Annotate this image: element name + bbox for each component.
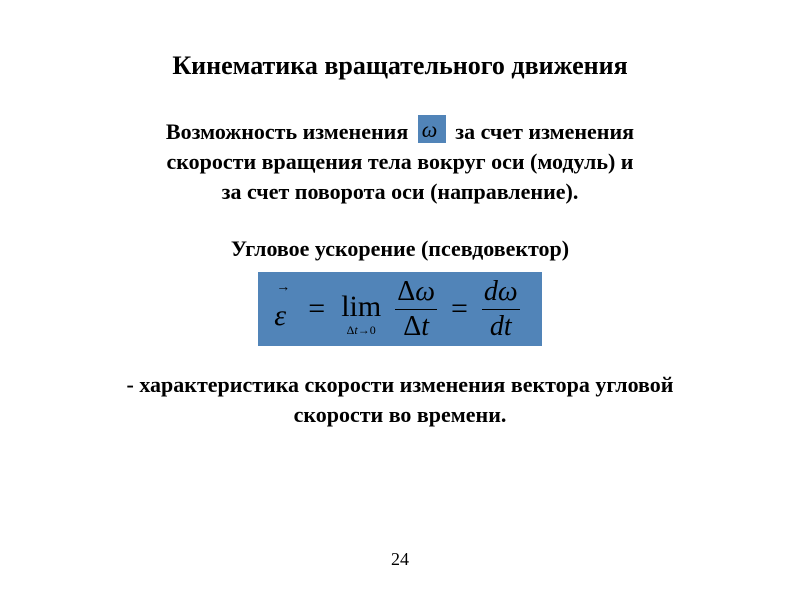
intro-line-1-before: Возможность изменения xyxy=(166,119,408,144)
footer-line-2: скорости во времени. xyxy=(60,400,740,430)
lim-label: lim xyxy=(341,282,381,322)
equals-2: = xyxy=(451,294,468,324)
intro-line-3: за счет поворота оси (направление). xyxy=(60,177,740,207)
omega-glyph-icon: ω xyxy=(422,115,438,145)
fraction-bar-icon xyxy=(395,309,437,310)
footer-line-1: - характеристика скорости изменения вект… xyxy=(60,370,740,400)
intro-line-1: Возможность изменения ω за счет изменени… xyxy=(60,115,740,147)
epsilon-symbol: ε xyxy=(274,301,286,331)
limit-operator: lim Δt→0 xyxy=(335,282,387,336)
fraction-d-omega: dω dt xyxy=(482,278,520,341)
formula-container: → ε = lim Δt→0 Δω Δt xyxy=(60,272,740,346)
frac2-numerator: dω xyxy=(482,278,520,306)
epsilon-vector: → ε xyxy=(274,287,294,331)
footer-paragraph: - характеристика скорости изменения вект… xyxy=(60,370,740,429)
page-number: 24 xyxy=(0,549,800,570)
slide-title: Кинематика вращательного движения xyxy=(60,50,740,81)
intro-paragraph: Возможность изменения ω за счет изменени… xyxy=(60,115,740,206)
frac1-numerator: Δω xyxy=(395,278,437,306)
formula-box: → ε = lim Δt→0 Δω Δt xyxy=(258,272,541,346)
frac1-denominator: Δt xyxy=(401,313,431,341)
lim-subscript: Δt→0 xyxy=(347,324,376,336)
slide: Кинематика вращательного движения Возмож… xyxy=(0,0,800,600)
omega-inline-box: ω xyxy=(418,115,446,143)
subheading: Угловое ускорение (псевдовектор) xyxy=(60,236,740,262)
equals-1: = xyxy=(308,294,325,324)
vector-arrow-icon: → xyxy=(276,281,290,295)
intro-line-1-after: за счет изменения xyxy=(455,119,634,144)
frac2-denominator: dt xyxy=(488,313,514,341)
fraction-delta-omega: Δω Δt xyxy=(395,278,437,341)
intro-line-2: скорости вращения тела вокруг оси (модул… xyxy=(60,147,740,177)
fraction-bar-icon xyxy=(482,309,520,310)
formula-row: → ε = lim Δt→0 Δω Δt xyxy=(274,278,525,340)
